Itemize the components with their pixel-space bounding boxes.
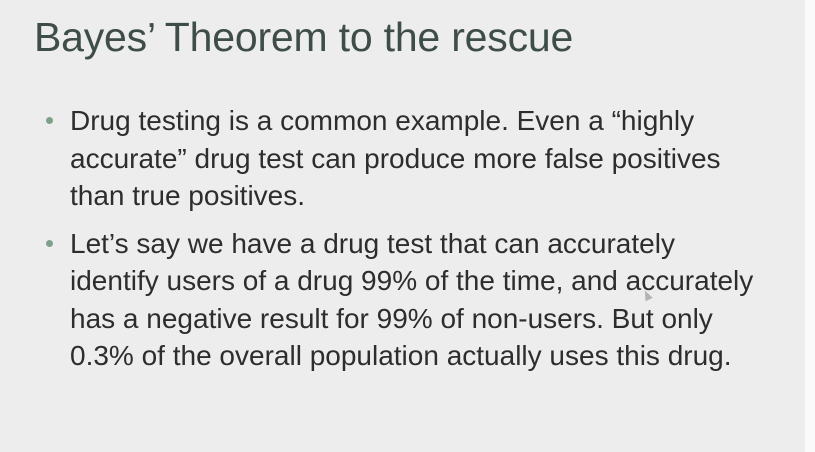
bullet-list: Drug testing is a common example. Even a… <box>44 102 764 385</box>
bullet-item: Let’s say we have a drug test that can a… <box>44 225 764 375</box>
bullet-icon <box>46 239 53 247</box>
slide-edge <box>805 0 815 452</box>
bullet-text: Let’s say we have a drug test that can a… <box>70 227 754 372</box>
bullet-item: Drug testing is a common example. Even a… <box>44 102 764 215</box>
bullet-icon <box>46 117 53 124</box>
slide-title: Bayes’ Theorem to the rescue <box>34 14 574 60</box>
bullet-text: Drug testing is a common example. Even a… <box>70 105 721 211</box>
